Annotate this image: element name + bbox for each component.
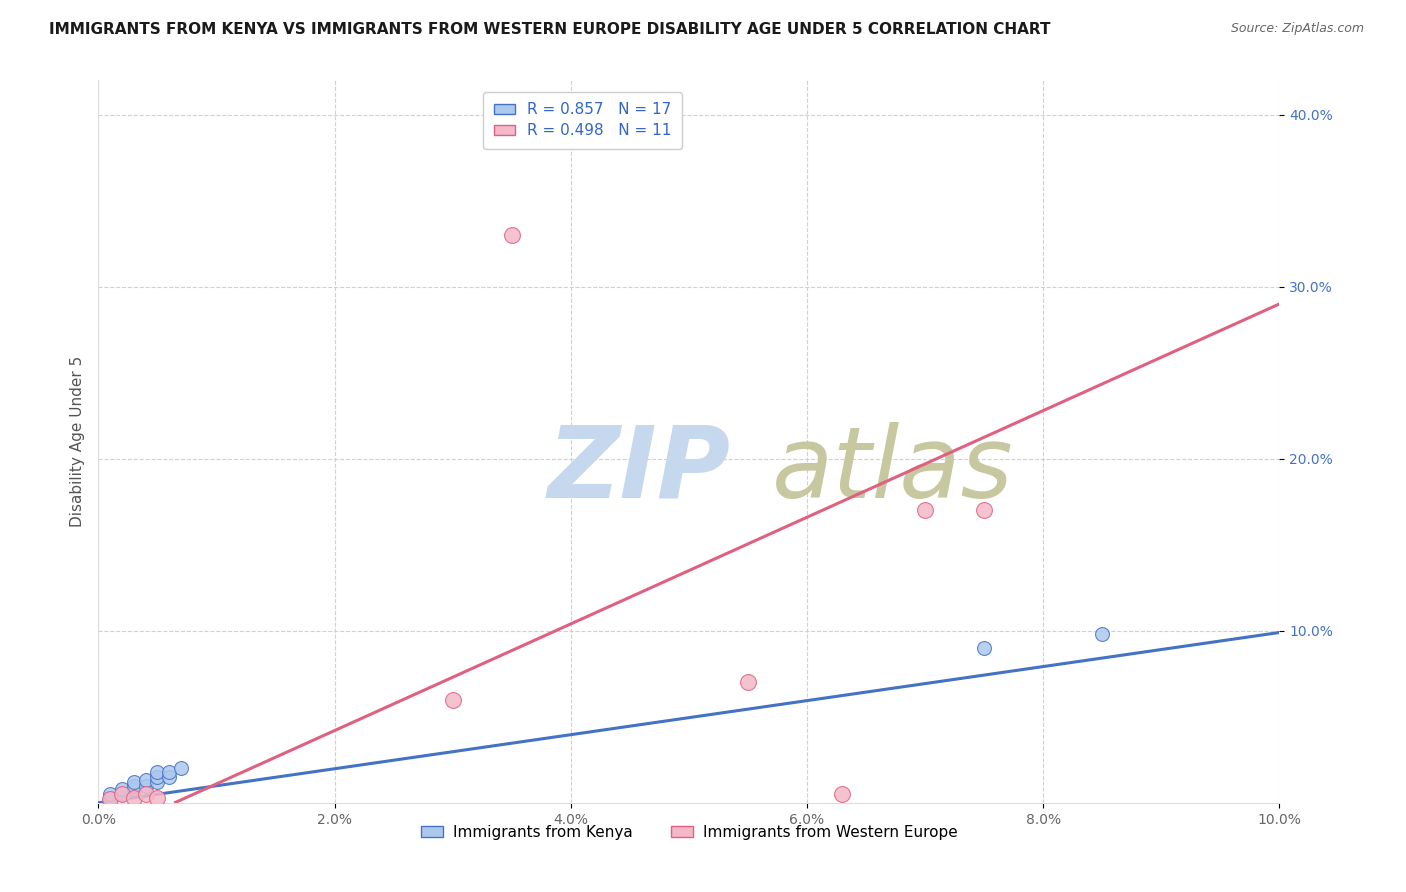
Point <box>146 790 169 805</box>
Point <box>135 787 157 801</box>
Point <box>831 787 853 801</box>
Point <box>135 779 157 793</box>
Point <box>441 692 464 706</box>
Point <box>122 782 145 797</box>
Point <box>98 787 121 801</box>
Point <box>122 779 145 793</box>
Point <box>111 782 134 797</box>
Point <box>146 770 169 784</box>
Point <box>146 775 169 789</box>
Point <box>122 790 145 805</box>
Point <box>111 787 134 801</box>
Point <box>146 764 169 779</box>
Point <box>170 761 193 775</box>
Point <box>973 503 995 517</box>
Point <box>501 228 523 243</box>
Point <box>135 773 157 788</box>
Point <box>157 770 180 784</box>
Point <box>157 764 180 779</box>
Y-axis label: Disability Age Under 5: Disability Age Under 5 <box>69 356 84 527</box>
Legend: Immigrants from Kenya, Immigrants from Western Europe: Immigrants from Kenya, Immigrants from W… <box>415 819 963 846</box>
Point <box>737 675 759 690</box>
Point <box>111 787 134 801</box>
Point <box>973 640 995 655</box>
Point <box>914 503 936 517</box>
Point <box>98 792 121 806</box>
Point <box>98 790 121 805</box>
Text: atlas: atlas <box>772 422 1014 519</box>
Point <box>122 775 145 789</box>
Point <box>1091 627 1114 641</box>
Text: IMMIGRANTS FROM KENYA VS IMMIGRANTS FROM WESTERN EUROPE DISABILITY AGE UNDER 5 C: IMMIGRANTS FROM KENYA VS IMMIGRANTS FROM… <box>49 22 1050 37</box>
Text: ZIP: ZIP <box>547 422 730 519</box>
Text: Source: ZipAtlas.com: Source: ZipAtlas.com <box>1230 22 1364 36</box>
